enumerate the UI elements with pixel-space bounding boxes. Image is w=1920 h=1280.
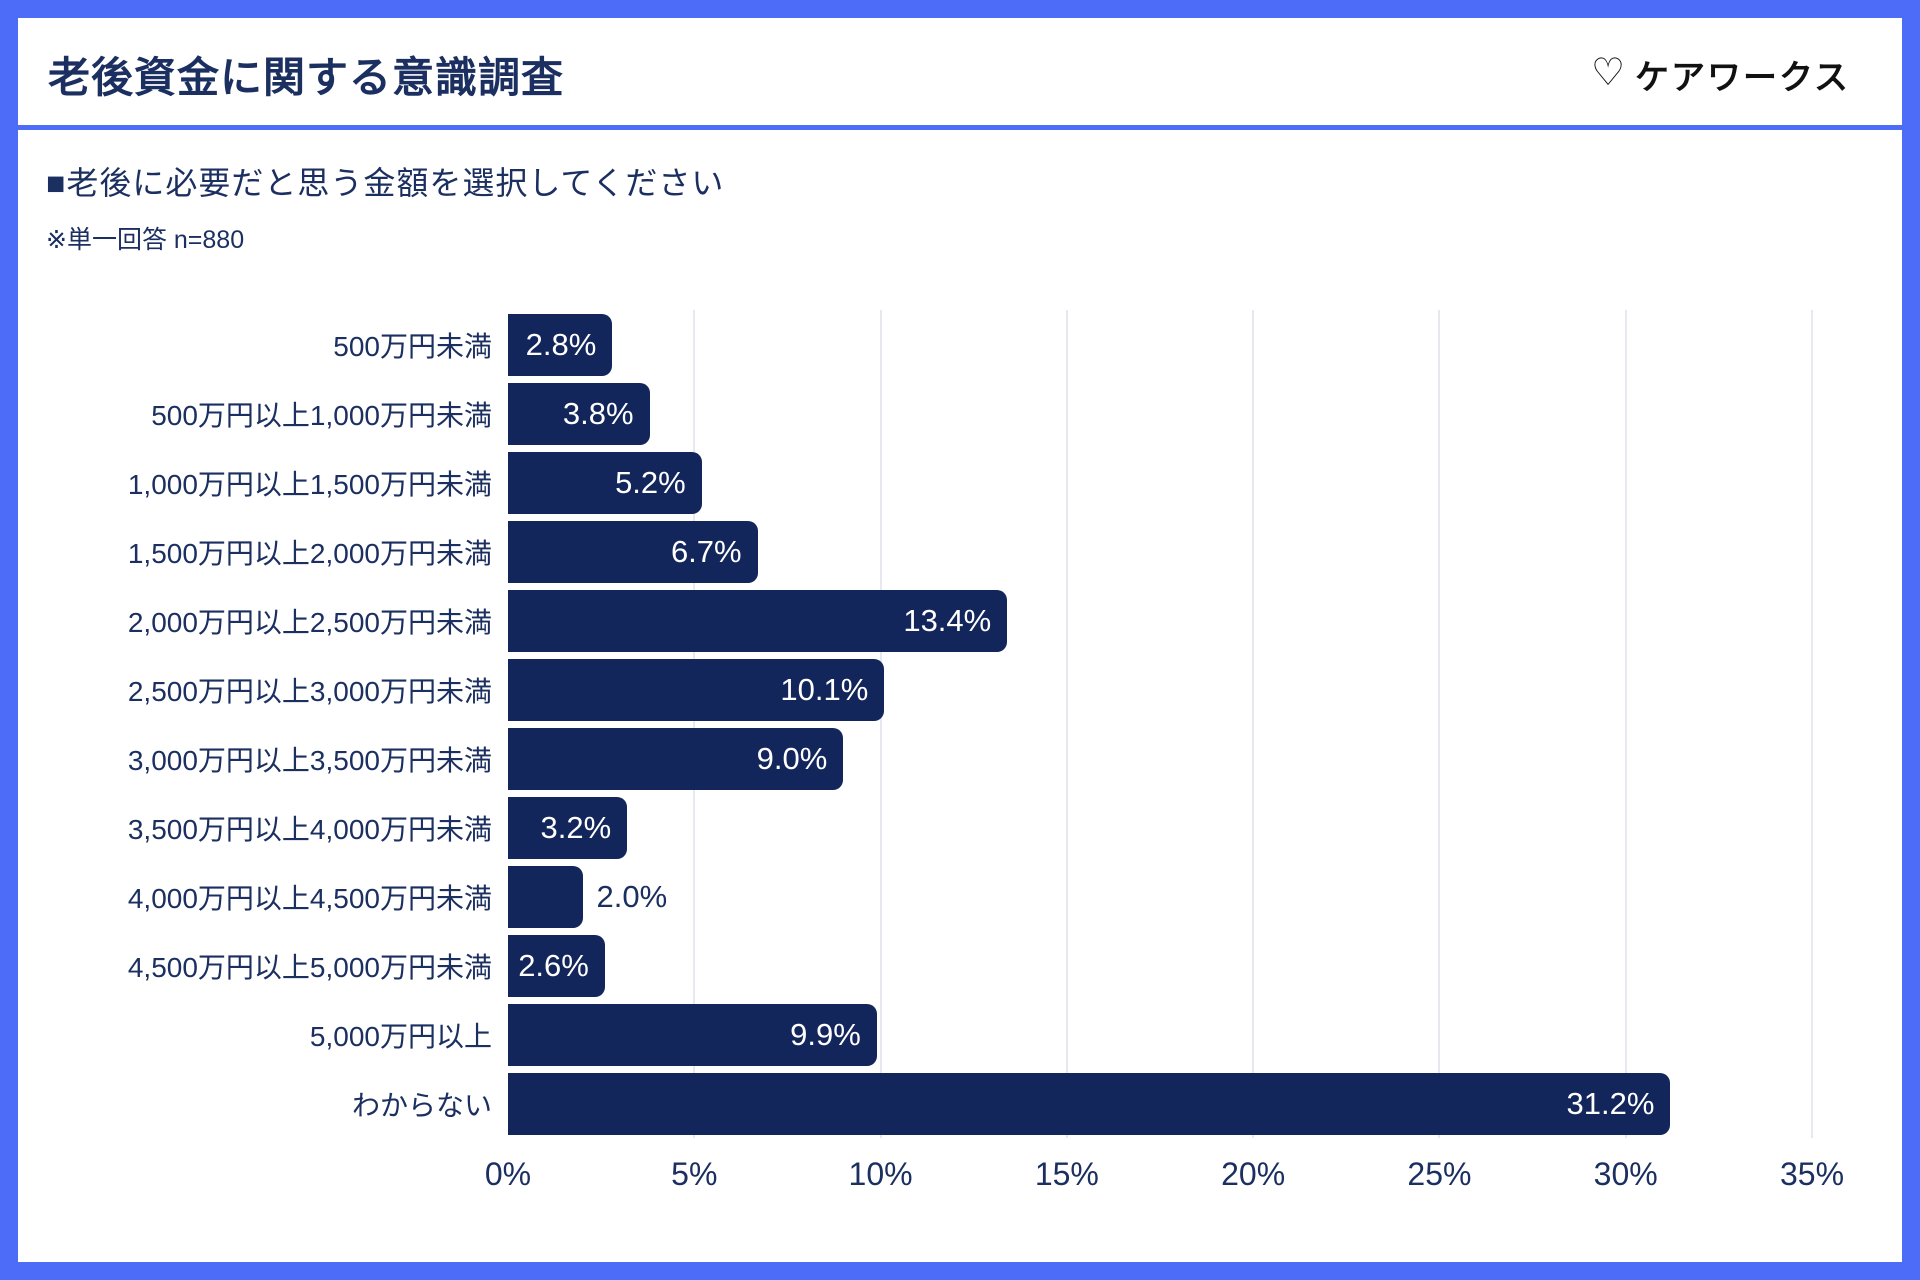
x-axis: 0% 5% 10% 15% 20% 25% 30% 35% (485, 1152, 1844, 1202)
bar: 10.1% (508, 658, 885, 721)
chart-row: 3,500万円以上4,000万円未満 3.2% (46, 793, 1902, 862)
bar-value-label: 2.0% (596, 878, 668, 914)
x-tick-label: 25% (1407, 1156, 1472, 1192)
logo-text: ケアワークス (1635, 59, 1850, 97)
chart-row: 5,000万円以上 9.9% (46, 1000, 1902, 1069)
bar-track: 2.8% (508, 313, 1812, 376)
x-tick-label: 5% (671, 1156, 718, 1192)
category-label: 4,000万円以上4,500万円未満 (127, 882, 492, 914)
bar-track: 31.2% (508, 1072, 1812, 1135)
bar-value-label: 2.6% (518, 947, 589, 983)
category-label: 2,500万円以上3,000万円未満 (127, 675, 492, 707)
chart-row: 1,000万円以上1,500万円未満 5.2% (46, 448, 1902, 517)
category-label: 500万円以上1,000万円未満 (151, 399, 492, 431)
bar: 5.2% (508, 451, 702, 514)
chart-row: わからない 31.2% (46, 1069, 1902, 1138)
category-label: 1,000万円以上1,500万円未満 (127, 468, 492, 500)
section-heading: ■老後に必要だと思う金額を選択してください (46, 165, 725, 201)
bar: 6.7% (508, 520, 758, 583)
x-tick-label: 15% (1034, 1156, 1099, 1192)
bar: 31.2% (508, 1072, 1671, 1135)
category-label: 3,000万円以上3,500万円未満 (127, 744, 492, 776)
bar: 9.9% (508, 1003, 877, 1066)
category-label: 4,500万円以上5,000万円未満 (127, 951, 492, 983)
x-tick-label: 10% (848, 1156, 913, 1192)
bar: 2.8% (508, 313, 613, 376)
chart-row: 3,000万円以上3,500万円未満 9.0% (46, 724, 1902, 793)
category-label: わからない (351, 1089, 492, 1121)
chart-row: 4,000万円以上4,500万円未満 2.0% (46, 862, 1902, 931)
bar-value-label: 6.7% (670, 533, 742, 569)
chart-row: 1,500万円以上2,000万円未満 6.7% (46, 517, 1902, 586)
bar: 9.0% (508, 727, 844, 790)
heart-icon: ♡ (1590, 51, 1628, 94)
bar-track: 2.6% (508, 934, 1812, 997)
x-tick-label: 30% (1593, 1156, 1658, 1192)
bar-value-label: 3.2% (540, 809, 612, 845)
bar-track: 10.1% (508, 658, 1812, 721)
bar: 13.4% (508, 589, 1008, 652)
bar-track: 2.0% (508, 865, 1812, 928)
page-title: 老後資金に関する意識調査 (48, 54, 565, 101)
bar-track: 3.2% (508, 796, 1812, 859)
chart-rows: 500万円未満 2.8% 500万円以上1,000万円未満 3.8% 1,000万円以上… (46, 310, 1902, 1138)
bar-track: 9.0% (508, 727, 1812, 790)
bar-value-label: 5.2% (615, 464, 686, 500)
bar-chart: 500万円未満 2.8% 500万円以上1,000万円未満 3.8% 1,000万円以上… (46, 310, 1902, 1202)
header: 老後資金に関する意識調査 ♡ ケアワークス (18, 18, 1902, 130)
bar: 3.8% (508, 382, 650, 445)
category-label: 5,000万円以上 (309, 1020, 492, 1052)
chart-row: 2,500万円以上3,000万円未満 10.1% (46, 655, 1902, 724)
chart-section: ■老後に必要だと思う金額を選択してください ※単一回答 n=880 500万円未… (18, 130, 1902, 1202)
brand-logo: ♡ ケアワークス (1591, 50, 1850, 99)
category-label: 3,500万円以上4,000万円未満 (127, 813, 492, 845)
chart-row: 500万円未満 2.8% (46, 310, 1902, 379)
bar-value-label: 13.4% (903, 602, 992, 638)
bar-track: 6.7% (508, 520, 1812, 583)
survey-note: ※単一回答 n=880 (46, 226, 245, 254)
x-tick-label: 20% (1221, 1156, 1286, 1192)
bar-value-label: 3.8% (562, 395, 634, 431)
chart-row: 2,000万円以上2,500万円未満 13.4% (46, 586, 1902, 655)
content-card: 老後資金に関する意識調査 ♡ ケアワークス ■老後に必要だと思う金額を選択してく… (18, 18, 1902, 1262)
x-tick-label: 35% (1779, 1156, 1845, 1192)
bar-value-label: 10.1% (780, 671, 869, 707)
category-label: 1,500万円以上2,000万円未満 (127, 537, 492, 569)
bar (508, 865, 583, 928)
chart-row: 4,500万円以上5,000万円未満 2.6% (46, 931, 1902, 1000)
x-tick-label: 0% (484, 1156, 532, 1192)
bar-track: 5.2% (508, 451, 1812, 514)
bar-value-label: 2.8% (525, 326, 597, 362)
chart-row: 500万円以上1,000万円未満 3.8% (46, 379, 1902, 448)
category-label: 500万円未満 (333, 330, 492, 362)
category-label: 2,000万円以上2,500万円未満 (127, 606, 492, 638)
bar: 2.6% (508, 934, 605, 997)
bar-track: 3.8% (508, 382, 1812, 445)
bar-value-label: 9.9% (790, 1016, 861, 1052)
bar-value-label: 9.0% (756, 740, 828, 776)
bar-track: 9.9% (508, 1003, 1812, 1066)
bar: 3.2% (508, 796, 628, 859)
bar-value-label: 31.2% (1566, 1085, 1655, 1121)
bar-track: 13.4% (508, 589, 1812, 652)
